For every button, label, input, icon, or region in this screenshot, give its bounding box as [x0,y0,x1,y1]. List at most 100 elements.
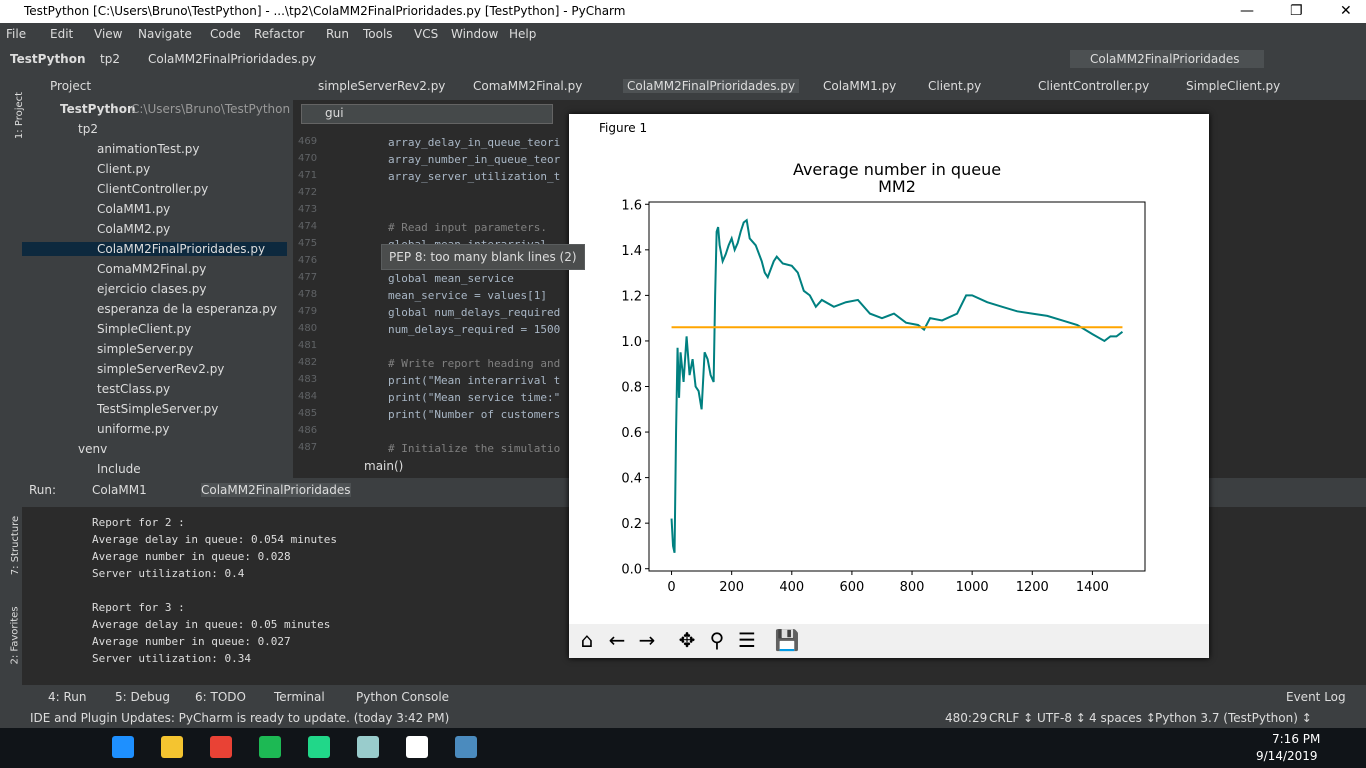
project-root[interactable]: TestPython [60,102,136,116]
status-item[interactable]: CRLF ↕ [989,711,1034,725]
run-tab[interactable]: ColaMM1 [92,483,147,497]
menu-item[interactable]: Help [509,27,537,41]
folder[interactable]: Include [97,462,141,476]
file-item[interactable]: testClass.py [97,382,171,396]
window-control[interactable]: ✕ [1340,3,1352,19]
tool-tab[interactable]: 5: Debug [115,690,170,704]
file-item[interactable]: animationTest.py [97,142,200,156]
menu-item[interactable]: Edit [50,27,74,41]
taskbar-icon[interactable] [259,736,281,758]
file-item[interactable]: ColaMM2FinalPrioridades.py [22,242,287,256]
window-control[interactable]: — [1240,3,1254,19]
tool-tab[interactable]: Python Console [356,690,450,704]
breadcrumb[interactable]: ColaMM2FinalPrioridades.py [148,52,317,66]
menu-item[interactable]: View [94,27,123,41]
file-item[interactable]: SimpleClient.py [97,322,192,336]
line-number: 475 [298,238,318,249]
editor-tab[interactable]: ColaMM1.py [823,79,897,93]
x-tick-label: 1400 [1076,580,1109,595]
taskbar-icon[interactable] [161,736,183,758]
toolbar-button[interactable]: ⌂ [580,628,594,652]
y-tick-label: 1.2 [621,289,642,304]
file-item[interactable]: simpleServerRev2.py [97,362,225,376]
editor-tab[interactable]: simpleServerRev2.py [318,79,446,93]
console-line: Server utilization: 0.4 [92,567,245,580]
status-item[interactable]: 480:29 [945,711,988,725]
status-item[interactable]: UTF-8 ↕ [1037,711,1086,725]
tool-tab[interactable]: Terminal [274,690,325,704]
folder[interactable]: venv [78,442,108,456]
toolbar-button[interactable]: → [638,628,656,652]
run-config[interactable]: ColaMM2FinalPrioridades [1070,50,1264,68]
editor-tab[interactable]: Client.py [928,79,982,93]
breadcrumb[interactable]: tp2 [100,52,120,66]
side-tab[interactable]: 1: Project [14,91,26,140]
tool-tab[interactable]: 4: Run [48,690,87,704]
file-item[interactable]: ColaMM1.py [97,202,171,216]
file-item[interactable]: Client.py [97,162,151,176]
status-item[interactable]: Python 3.7 (TestPython) ↕ [1155,711,1312,725]
menu-item[interactable]: VCS [414,27,439,41]
taskbar-icon[interactable] [112,736,134,758]
taskbar-icon[interactable] [455,736,477,758]
line-number: 474 [298,221,318,232]
window-control[interactable]: ❐ [1290,3,1303,19]
y-tick-label: 0.4 [621,472,642,487]
code-line: mean_service = values[1] [388,289,547,302]
console-line: Average number in queue: 0.027 [92,635,291,648]
taskbar-icon[interactable] [357,736,379,758]
menu-item[interactable]: Refactor [254,27,305,41]
file-item[interactable]: ColaMM2.py [97,222,171,236]
file-item[interactable]: ComaMM2Final.py [97,262,207,276]
taskbar-icon[interactable] [406,736,428,758]
status-item[interactable]: 4 spaces ↕ [1089,711,1156,725]
figure-window: Average number in queue MM2 0 200 400 600 800 1… [569,114,1209,658]
file-item[interactable]: TestSimpleServer.py [97,402,219,416]
toolbar-button[interactable]: ☰ [738,628,756,652]
x-tick-label: 600 [839,580,864,595]
file-item[interactable]: uniforme.py [97,422,170,436]
file-item[interactable]: simpleServer.py [97,342,194,356]
search-query[interactable]: gui [325,106,344,120]
side-tab[interactable]: 2: Favorites [9,606,21,665]
file-item[interactable]: ClientController.py [97,182,209,196]
line-number: 484 [298,391,318,402]
taskbar-icon[interactable] [308,736,330,758]
menu-item[interactable]: Tools [363,27,393,41]
folder[interactable]: tp2 [78,122,98,136]
chart-subtitle: MM2 [878,177,916,196]
project-header[interactable]: Project [50,79,92,93]
event-log[interactable]: Event Log [1286,690,1346,704]
line-number: 487 [298,442,318,453]
side-tab[interactable]: 7: Structure [10,515,22,576]
editor-tab[interactable]: ColaMM2FinalPrioridades.py [623,79,800,93]
run-tab[interactable]: ColaMM2FinalPrioridades [201,483,351,497]
y-tick-label: 1.4 [621,244,642,259]
code-line: # Read input parameters. [388,221,547,234]
menu-item[interactable]: Navigate [138,27,192,41]
menu-item[interactable]: Window [451,27,499,41]
menu-item[interactable]: File [6,27,27,41]
taskbar-icon[interactable] [210,736,232,758]
editor-tab[interactable]: ClientController.py [1038,79,1150,93]
code-line: print("Mean service time:" [388,391,561,404]
menu-item[interactable]: Code [210,27,241,41]
tool-tab[interactable]: 6: TODO [195,690,246,704]
scope: main() [364,459,404,473]
code-line: array_delay_in_queue_teori [388,136,561,149]
editor-tab[interactable]: ComaMM2Final.py [473,79,583,93]
breadcrumb[interactable]: TestPython [10,52,86,66]
toolbar-button[interactable]: 💾 [774,628,800,652]
menu-item[interactable]: Run [326,27,350,41]
toolbar-button[interactable]: ← [608,628,626,652]
toolbar-button[interactable]: ✥ [678,628,696,652]
line-number: 480 [298,323,318,334]
editor-tab[interactable]: SimpleClient.py [1186,79,1281,93]
file-item[interactable]: esperanza de la esperanza.py [97,302,278,316]
y-tick-label: 1.0 [621,335,642,350]
code-line: # Initialize the simulatio [388,442,561,455]
file-item[interactable]: ejercicio clases.py [97,282,207,296]
toolbar-button[interactable]: ⚲ [709,628,725,652]
